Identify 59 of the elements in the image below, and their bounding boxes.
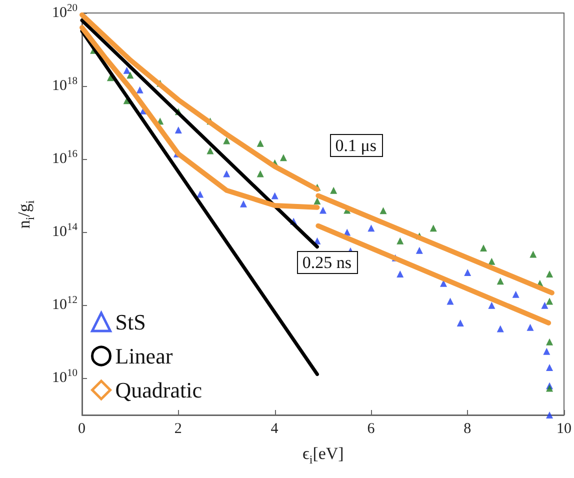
point <box>496 278 504 285</box>
point <box>546 298 554 305</box>
point <box>256 140 264 147</box>
point <box>396 270 404 278</box>
annotation: 0.25 ns <box>297 250 358 274</box>
point <box>280 154 287 162</box>
point <box>546 412 554 418</box>
legend-label: Quadratic <box>115 378 202 402</box>
point <box>530 250 537 258</box>
y-tick-label: 10$^{12}$ <box>52 294 78 313</box>
point <box>543 348 550 355</box>
point <box>330 186 338 194</box>
point <box>446 298 454 305</box>
point <box>123 66 130 74</box>
x-tick-label: 4 <box>270 420 278 436</box>
x-tick-label: 8 <box>464 420 472 436</box>
point <box>456 319 464 326</box>
point <box>256 170 264 178</box>
point <box>464 269 472 276</box>
point <box>196 190 204 198</box>
point <box>396 237 404 244</box>
annotation: 0.1 μs <box>330 134 384 158</box>
point <box>546 338 554 346</box>
y-tick-label: 10$^{10}$ <box>52 368 78 386</box>
point <box>512 290 520 298</box>
point <box>223 137 230 144</box>
x-tick-label: 6 <box>367 420 375 436</box>
point <box>206 147 214 154</box>
point <box>480 244 488 252</box>
point <box>380 207 387 214</box>
point <box>271 192 278 200</box>
y-tick-label: 10$^{20}$ <box>52 2 78 20</box>
y-tick-label: 10$^{16}$ <box>52 148 78 167</box>
point <box>541 302 548 309</box>
legend-label: StS <box>115 310 146 334</box>
point <box>496 325 504 332</box>
point <box>430 224 437 232</box>
point <box>314 197 321 204</box>
x-tick-label: 2 <box>174 420 182 436</box>
point <box>546 270 554 278</box>
legend-label: Linear <box>115 344 174 368</box>
point <box>488 258 496 265</box>
x-tick-label: 0 <box>78 420 86 436</box>
point <box>136 86 144 94</box>
x-axis-title: ϵ$_{i}$[eV] <box>302 444 344 466</box>
point <box>223 170 230 178</box>
point <box>174 126 182 134</box>
point <box>526 324 534 331</box>
point <box>546 364 554 371</box>
point <box>546 384 554 392</box>
y-tick-label: 10$^{18}$ <box>52 76 78 94</box>
point <box>320 206 326 214</box>
point <box>416 246 423 254</box>
point <box>240 200 247 208</box>
point <box>126 72 134 79</box>
y-tick-label: 10$^{14}$ <box>52 222 78 240</box>
point <box>368 224 375 232</box>
point <box>488 302 496 309</box>
x-tick-label: 10 <box>556 420 572 436</box>
